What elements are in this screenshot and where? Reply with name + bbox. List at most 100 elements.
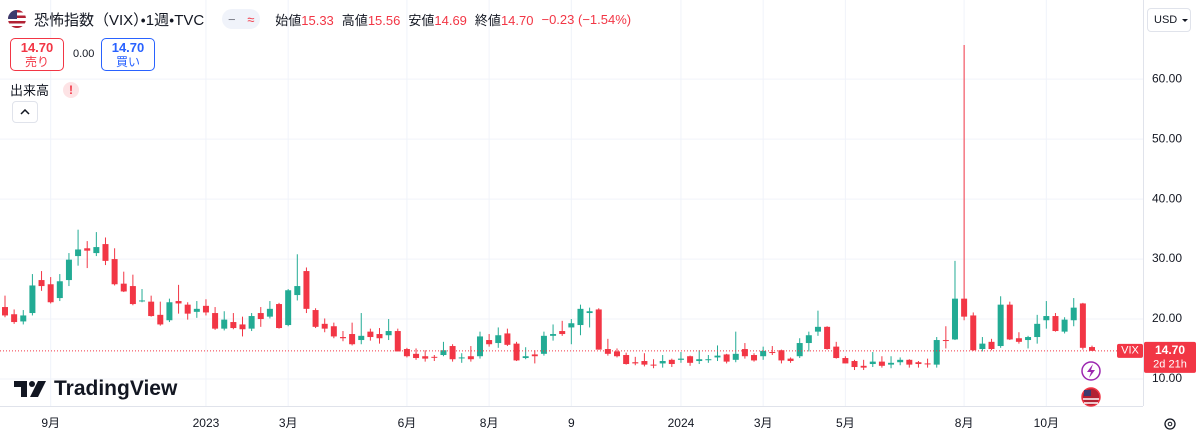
event-icon-flag-canton bbox=[1084, 390, 1091, 396]
candle-body bbox=[869, 361, 876, 365]
candle-body bbox=[751, 355, 758, 361]
candle-body bbox=[531, 354, 538, 357]
candle-body bbox=[166, 302, 173, 321]
candle-body bbox=[312, 310, 319, 327]
candle-body bbox=[961, 298, 968, 317]
candle-body bbox=[897, 359, 904, 363]
candle-body bbox=[988, 341, 995, 350]
candle-body bbox=[1052, 316, 1059, 332]
candle-body bbox=[951, 298, 958, 340]
ohlc-item: 高値15.56 bbox=[342, 10, 401, 29]
candle-body bbox=[56, 281, 63, 299]
candle-body bbox=[1034, 323, 1041, 338]
candle-body bbox=[1043, 316, 1050, 321]
ohlc-item: 始値15.33 bbox=[275, 10, 334, 29]
candle-body bbox=[139, 300, 146, 302]
price-tag-value: 14.70 bbox=[1155, 343, 1185, 357]
candle-body bbox=[833, 346, 840, 359]
collapse-button[interactable] bbox=[12, 101, 38, 123]
candle-body bbox=[29, 285, 36, 314]
buy-price: 14.70 bbox=[111, 40, 145, 55]
candle-body bbox=[367, 331, 374, 338]
volume-indicator: 出来高 ! bbox=[10, 80, 80, 99]
settings-icon-center bbox=[1167, 421, 1173, 427]
x-tick-label: 5月 bbox=[836, 416, 855, 430]
candle-body bbox=[842, 358, 849, 364]
candle-body bbox=[595, 309, 602, 350]
candle-body bbox=[303, 271, 310, 309]
ohlc-value: 15.33 bbox=[301, 12, 334, 28]
candle-body bbox=[148, 301, 155, 317]
candle-body bbox=[623, 355, 630, 365]
candle-body bbox=[47, 284, 54, 303]
logo-mark bbox=[14, 381, 46, 397]
candle-body bbox=[614, 351, 621, 357]
candle-body bbox=[458, 357, 465, 359]
x-tick-label: 2024 bbox=[668, 416, 695, 430]
y-tick-label: 20.00 bbox=[1152, 311, 1182, 325]
candle-body bbox=[604, 349, 611, 354]
sell-button[interactable]: 14.70 売り bbox=[10, 38, 64, 71]
candle-body bbox=[1089, 347, 1095, 351]
event-icon-bolt bbox=[1087, 364, 1095, 378]
x-tick-label: 3月 bbox=[279, 416, 298, 430]
candle-body bbox=[577, 308, 584, 326]
candle-body bbox=[1079, 303, 1086, 348]
candle-body bbox=[513, 343, 520, 361]
candle-body bbox=[723, 354, 730, 362]
candle-body bbox=[193, 308, 200, 312]
candle-body bbox=[38, 280, 45, 287]
candle-body bbox=[376, 334, 383, 339]
ohlc-value: 14.70 bbox=[500, 12, 534, 28]
x-tick-label: 6月 bbox=[398, 416, 417, 430]
warning-icon: ! bbox=[63, 81, 80, 98]
candle-body bbox=[550, 334, 557, 336]
candle-body bbox=[212, 313, 219, 329]
candle-body bbox=[641, 361, 648, 365]
candle-body bbox=[851, 361, 858, 368]
ohlc-label: 高値 bbox=[341, 12, 368, 28]
sell-label: 売り bbox=[24, 55, 49, 69]
y-tick-label: 10.00 bbox=[1152, 371, 1182, 385]
candle-body bbox=[467, 356, 474, 360]
x-tick-label: 2023 bbox=[193, 416, 220, 430]
symbol-flag bbox=[8, 10, 26, 28]
candle-body bbox=[705, 359, 712, 361]
symbol-tag-label: VIX bbox=[1121, 345, 1139, 357]
candle-body bbox=[486, 340, 493, 345]
candle-body bbox=[878, 361, 885, 366]
candle-body bbox=[349, 334, 356, 345]
candle-body bbox=[449, 346, 456, 360]
candle-body bbox=[440, 350, 447, 356]
candle-body bbox=[668, 359, 675, 365]
currency-button[interactable]: USD bbox=[1147, 8, 1191, 32]
candle-body bbox=[65, 259, 72, 281]
candle-body bbox=[760, 350, 767, 357]
buy-button[interactable]: 14.70 買い bbox=[101, 38, 155, 71]
candle-body bbox=[321, 323, 328, 329]
candle-body bbox=[906, 359, 913, 365]
header: 恐怖指数（VIX）・1週・TVC − ≈ 始値15.33 高値15.56 安値14.6… bbox=[8, 8, 631, 30]
price-tag-countdown: 2d 21h bbox=[1153, 359, 1187, 371]
candle-body bbox=[157, 314, 164, 325]
x-tick-label: 9月 bbox=[41, 416, 60, 430]
y-tick-label: 60.00 bbox=[1152, 71, 1182, 85]
candle-body bbox=[276, 304, 283, 329]
logo: TradingView bbox=[14, 377, 177, 401]
candle-body bbox=[1015, 338, 1022, 342]
candle-body bbox=[888, 362, 895, 365]
candle-body bbox=[93, 247, 100, 254]
spread: 0.00 bbox=[73, 48, 95, 60]
ohlc-item: 安値14.69 bbox=[408, 10, 467, 29]
candle-body bbox=[476, 336, 483, 357]
y-tick-label: 40.00 bbox=[1152, 191, 1182, 205]
x-tick-label: 10月 bbox=[1034, 416, 1059, 430]
candle-body bbox=[422, 356, 429, 359]
candle-body bbox=[358, 335, 365, 341]
candle-body bbox=[696, 359, 703, 362]
indicator-label: 出来高 bbox=[10, 83, 50, 98]
y-tick-label: 50.00 bbox=[1152, 131, 1182, 145]
candle-body bbox=[230, 322, 237, 329]
